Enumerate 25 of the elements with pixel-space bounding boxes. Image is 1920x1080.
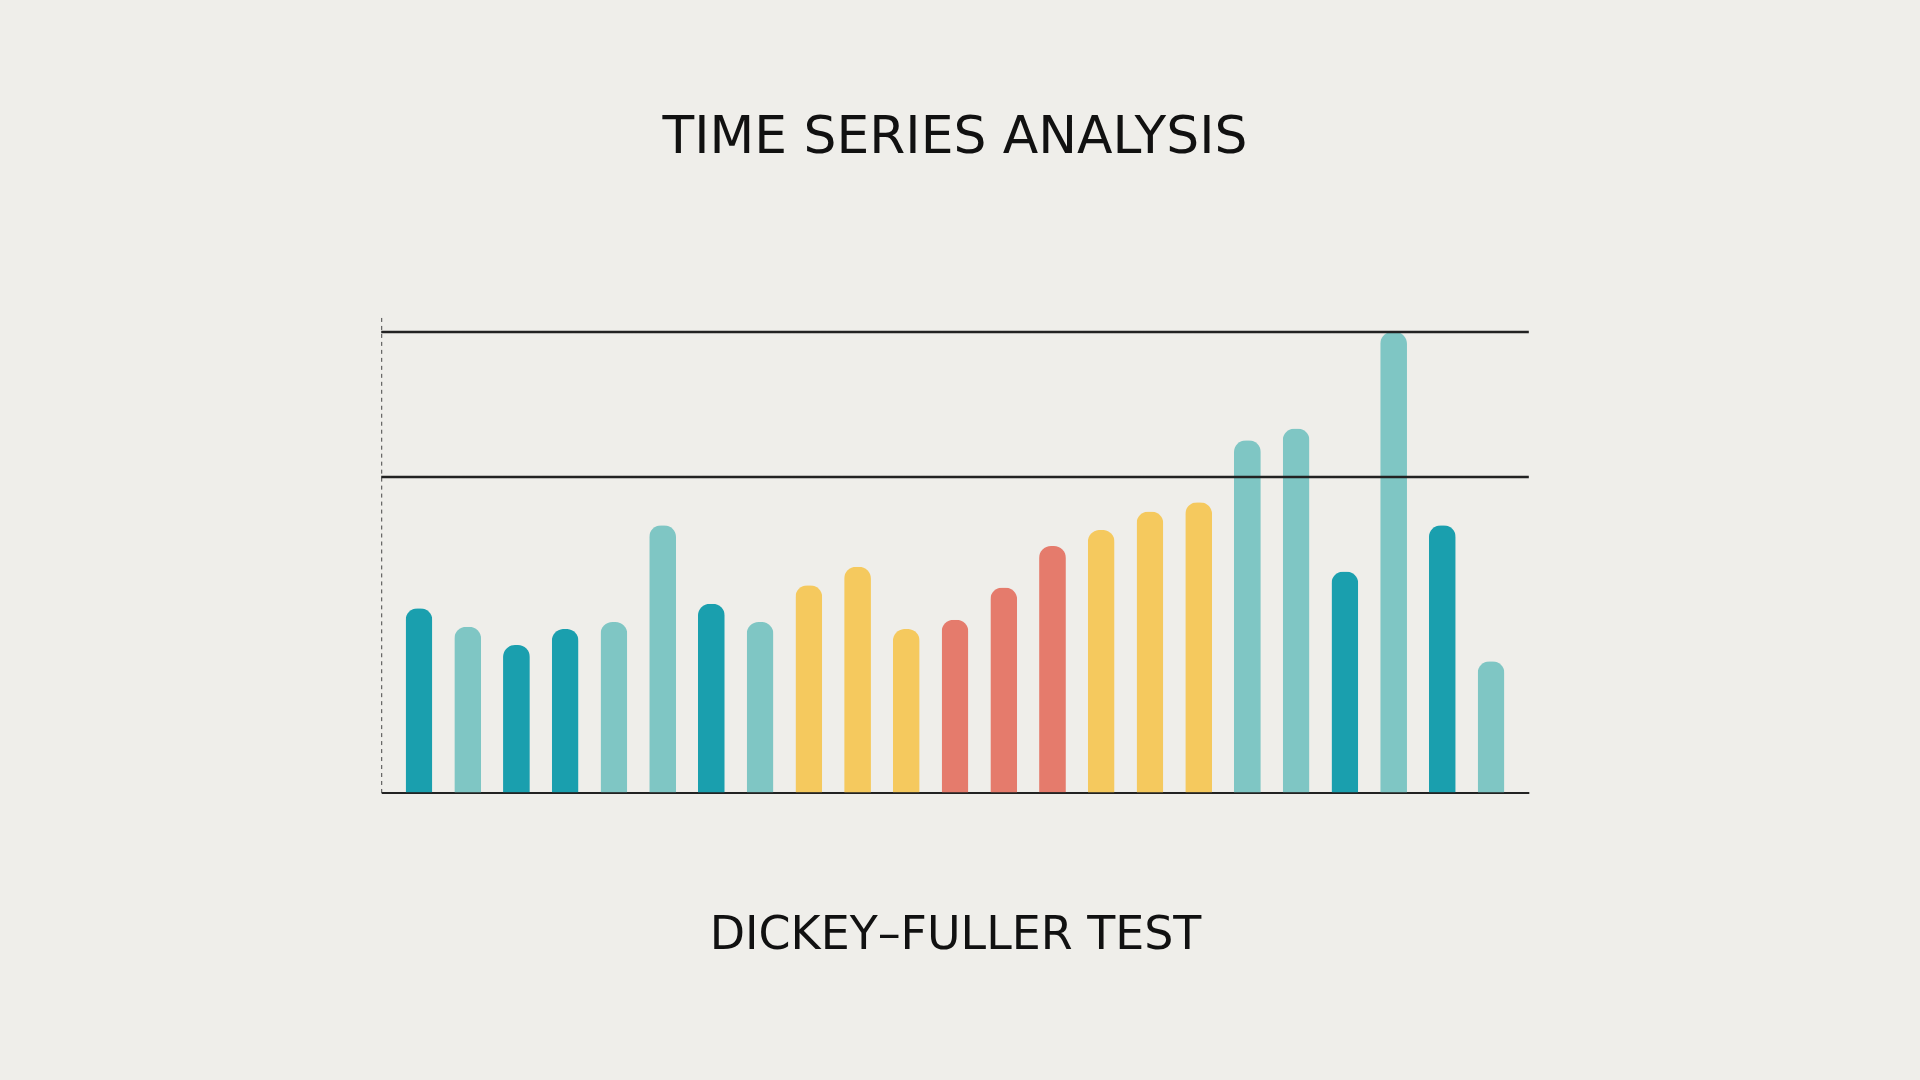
bar [795,585,823,793]
bar [649,525,677,793]
bar [1477,661,1505,793]
bar [1331,571,1359,793]
bar [697,603,725,793]
bar [990,587,1018,793]
bar [454,626,482,793]
bar [600,622,628,793]
bar [1136,511,1164,793]
bar [1087,529,1115,793]
bar [941,619,969,793]
chart-title: TIME SERIES ANALYSIS [661,104,1248,165]
bar [1380,331,1407,793]
bar [844,566,871,793]
bar [1039,546,1066,793]
bar [746,622,774,793]
bar [551,628,579,793]
x-axis-title: DICKEY–FULLER TEST [709,905,1203,960]
bar [503,645,530,793]
bar [1233,440,1261,793]
bar [1282,428,1310,793]
bar [405,608,433,793]
bar [892,628,920,793]
bar [1185,502,1213,793]
bar [1428,525,1456,793]
